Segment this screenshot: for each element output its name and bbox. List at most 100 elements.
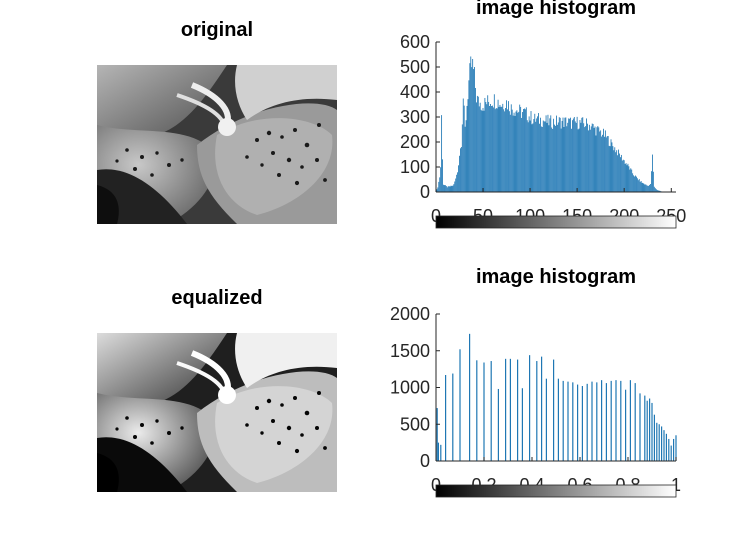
histogram-bar (646, 185, 648, 192)
y-tick-label: 300 (400, 107, 430, 127)
histogram-bar (603, 128, 604, 192)
y-tick-label: 0 (420, 451, 430, 471)
histogram-bar (632, 173, 634, 192)
histogram-bar (638, 179, 640, 192)
histogram-bar (604, 136, 605, 192)
histogram-bar (446, 187, 448, 192)
histogram-bar (543, 121, 545, 192)
histogram-bar (573, 117, 575, 192)
histogram-bar (490, 361, 492, 461)
equalized-image-title: equalized (171, 287, 263, 309)
histogram-bar (649, 184, 651, 192)
histogram-bar (629, 169, 631, 192)
histogram-bar (571, 128, 572, 192)
histogram-bar (505, 358, 507, 461)
histogram-bar (467, 99, 469, 192)
grayscale-colorbar (435, 215, 677, 229)
histogram-bar (635, 175, 636, 192)
histogram-bar (541, 126, 543, 192)
histogram-bar (501, 106, 503, 192)
histogram-bar (570, 117, 571, 192)
histogram-bar (656, 189, 658, 192)
histogram-bar (532, 123, 534, 192)
histogram-bar (578, 128, 580, 192)
histogram-bar (496, 108, 498, 192)
histogram-bar (470, 56, 472, 193)
histogram-bar (572, 120, 573, 192)
histogram-bar (565, 117, 567, 192)
y-tick-label: 0 (420, 182, 430, 202)
histogram-bar (507, 109, 508, 192)
histogram-bar (580, 122, 582, 192)
histogram-bar (564, 117, 566, 192)
histogram-bar (541, 356, 543, 461)
histogram-bar (576, 116, 578, 192)
histogram-bar (557, 378, 559, 461)
histogram-bar (568, 118, 570, 192)
histogram-bar (469, 63, 471, 192)
histogram-bar (605, 383, 607, 461)
histogram-bar (657, 190, 659, 192)
histogram-bar (634, 383, 636, 461)
histogram-bar (437, 187, 439, 192)
histogram-bar (503, 109, 505, 192)
y-tick-label: 500 (400, 57, 430, 77)
histogram-bar (557, 122, 559, 192)
histogram-bar (473, 69, 475, 192)
histogram-bar (560, 128, 562, 192)
histogram-bar (499, 104, 501, 192)
histogram-bar (514, 115, 516, 192)
histogram-bar (615, 380, 617, 461)
histogram-bar (589, 129, 591, 192)
grayscale-colorbar (435, 484, 677, 498)
histogram-bar (450, 185, 452, 192)
histogram-bar (550, 115, 552, 192)
histogram-bar (613, 150, 615, 192)
histogram-bar (447, 186, 449, 192)
histogram-bar (659, 190, 661, 192)
histogram-bar (451, 186, 453, 192)
histogram-bar (658, 424, 660, 461)
histogram-bar (521, 388, 523, 461)
histogram-bar (523, 108, 524, 192)
histogram-bar (524, 109, 526, 192)
histogram-bar (529, 355, 531, 461)
histogram-bar (443, 184, 444, 192)
equalized-histogram-title: image histogram (475, 266, 637, 288)
histogram-bar (563, 126, 565, 192)
histogram-bar (668, 438, 670, 461)
original-histogram-title: image histogram (475, 0, 637, 19)
histogram-bar (647, 185, 649, 192)
histogram-bar (539, 123, 540, 192)
histogram-bar (556, 115, 557, 192)
histogram-bar (504, 111, 506, 192)
histogram-bar (569, 118, 571, 192)
histogram-bar (641, 182, 643, 192)
histogram-bar (483, 362, 485, 461)
histogram-bar (538, 113, 539, 192)
histogram-bar (608, 145, 610, 192)
histogram-bar (536, 361, 538, 461)
histogram-bar (474, 67, 475, 192)
y-tick-label: 1500 (390, 341, 430, 361)
histogram-bar (582, 117, 584, 192)
histogram-bar (477, 96, 479, 192)
histogram-bar (517, 112, 519, 192)
histogram-bar (549, 118, 551, 192)
histogram-bar (572, 382, 574, 461)
histogram-bar (533, 119, 535, 192)
histogram-bar (497, 388, 499, 461)
histogram-bar (588, 130, 589, 192)
histogram-bar (675, 435, 677, 461)
histogram-bar (449, 186, 451, 192)
histogram-bar (562, 117, 564, 192)
histogram-bar (562, 380, 564, 461)
histogram-bar (591, 381, 593, 461)
histogram-bar (625, 389, 627, 461)
histogram-bar (500, 106, 502, 192)
histogram-bar (458, 165, 459, 192)
histogram-bar (492, 107, 494, 192)
histogram-bar (610, 139, 612, 192)
y-tick-label: 1000 (390, 378, 430, 398)
histogram-bar (513, 112, 515, 192)
